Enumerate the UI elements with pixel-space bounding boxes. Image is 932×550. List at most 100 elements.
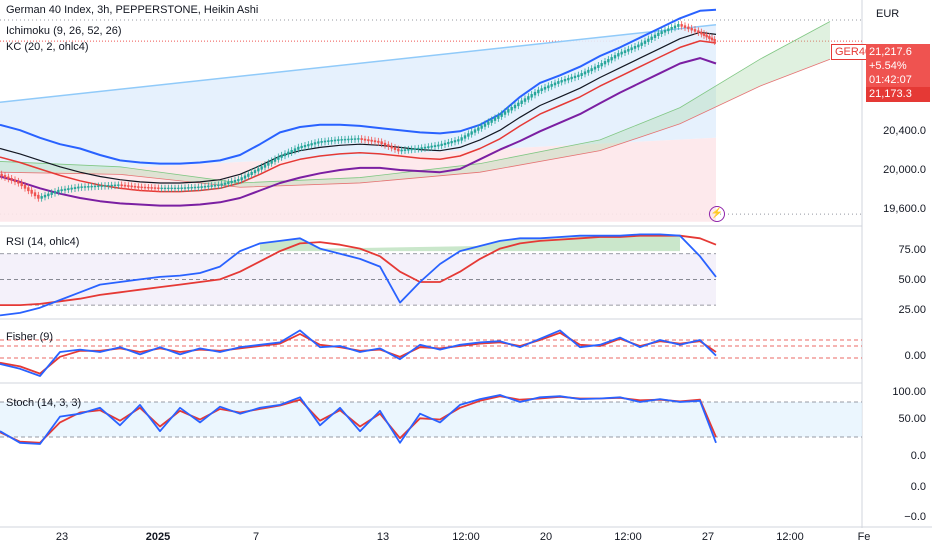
candle-body [630,47,633,51]
candle-body [353,138,357,140]
candle-body [167,187,170,189]
candle-body [600,63,603,67]
currency-button[interactable]: EUR [876,8,900,20]
candle-body [113,184,117,187]
candle-body [33,192,37,197]
candle-body [217,184,220,187]
candle-body [140,186,143,189]
candle-body [183,187,187,189]
candle-body [250,171,253,175]
candle-body [77,186,80,189]
candle-body [273,158,277,162]
candle-body [70,187,73,190]
stoch-label[interactable]: Stoch (14, 3, 3) [6,397,82,409]
candle-body [433,145,437,148]
candle-body [287,151,290,155]
lightning-icon[interactable]: ⚡ [709,206,725,222]
candle-body [187,187,190,189]
candle-body [397,148,400,152]
candle-body [383,142,387,146]
candle-body [210,185,213,187]
candle-body [370,139,373,142]
candle-body [243,175,247,179]
candle-body [527,96,530,100]
candle-body [290,150,293,153]
rsi-label[interactable]: RSI (14, ohlc4) [6,236,80,248]
candle-body [643,40,647,44]
candle-body [560,80,563,83]
candle-body [702,33,706,36]
candle-body [670,26,673,30]
candle-body [107,184,110,187]
candle-body [557,81,560,84]
candle-body [450,141,453,144]
candle-body [510,106,513,111]
x-tick: 27 [701,531,715,543]
candle-body [593,66,597,70]
candle-body [337,139,340,141]
candle-body [603,61,607,65]
candle-body [303,144,307,148]
candle-body [620,51,623,55]
candle-body [640,42,643,46]
low-price-label: 21,173.3 [866,87,930,102]
x-tick: 7 [252,531,260,543]
candle-body [40,196,43,199]
candle-body [587,69,590,73]
candle-body [73,187,77,189]
candle-body [470,131,473,135]
candle-body [300,145,303,149]
candle-body [267,162,270,166]
candle-body [7,176,10,180]
kc-legend[interactable]: KC (20, 2, ohlc4) [6,41,89,53]
candle-body [47,193,50,197]
price-tick: 20,400.0 [883,125,926,137]
change-label: +5.54% [866,60,930,73]
candle-body [13,179,17,183]
candle-body [543,86,547,90]
ichimoku-legend[interactable]: Ichimoku (9, 26, 52, 26) [6,25,122,37]
candle-body [203,185,207,188]
candle-body [597,65,600,68]
candle-body [323,140,327,143]
candle-body [690,27,693,31]
candle-body [20,182,23,187]
candle-body [363,138,367,141]
candle-body [693,29,697,32]
candle-body [483,123,487,127]
candle-body [680,24,683,27]
candle-body [533,91,537,96]
candle-body [497,115,500,119]
candle-body [87,186,90,188]
candle-body [473,129,477,133]
candle-body [230,180,233,184]
candle-body [410,148,413,151]
x-tick: 12:00 [614,531,642,543]
ichimoku-cloud [0,21,830,188]
candle-body [63,188,67,191]
kijun-line [0,57,717,207]
x-tick: 20 [539,531,553,543]
candle-body [570,76,573,80]
candle-body [310,143,313,146]
fisher-trigger [0,331,717,375]
candle-body [263,164,267,168]
fisher-label[interactable]: Fisher (9) [6,331,54,343]
candle-body [0,173,3,177]
rsi-tick: 75.00 [898,244,926,256]
candle-body [607,59,610,63]
candle-body [293,148,297,152]
candle-body [617,53,620,57]
candle-body [97,185,100,188]
x-tick: 12:00 [776,531,804,543]
candle-body [520,100,523,104]
candle-body [277,156,280,160]
candle-body [233,179,237,183]
candle-body [537,89,540,94]
candle-body [657,32,660,36]
candle-body [413,148,417,150]
candle-body [160,187,163,189]
candle-body [330,139,333,142]
kc-upper [0,8,717,165]
